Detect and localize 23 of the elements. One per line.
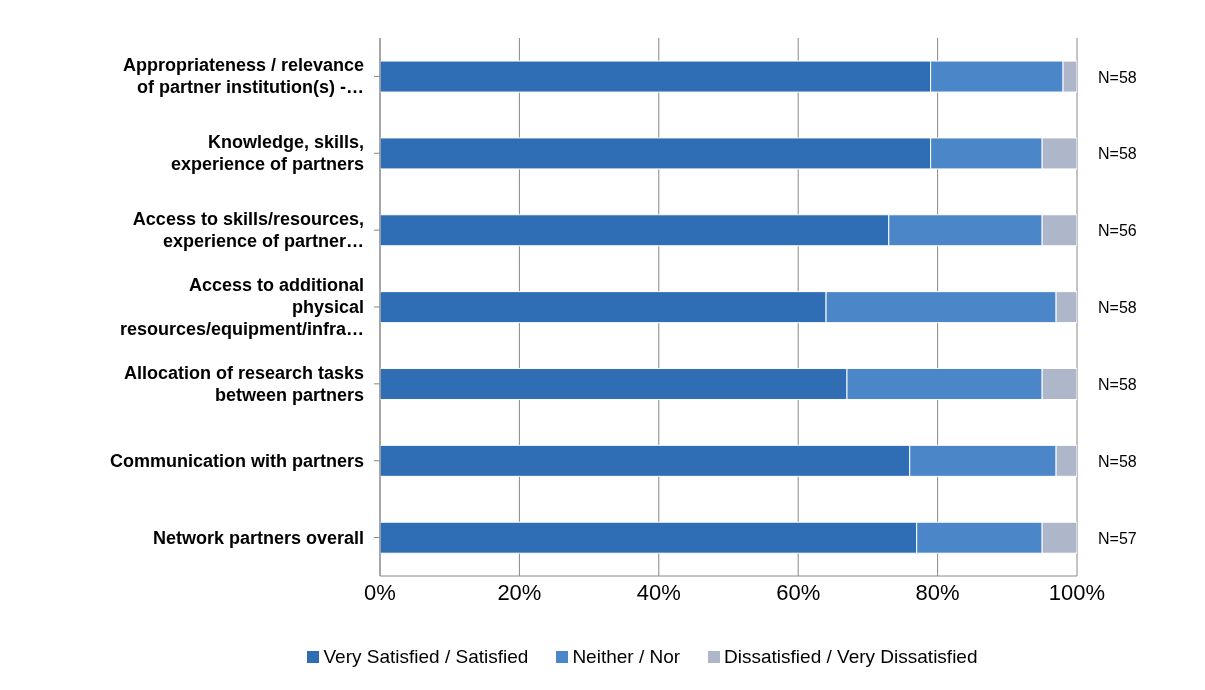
y-tick-label: Communication with partners (109, 450, 364, 471)
x-tick-label: 0% (364, 579, 396, 605)
text: N=58 (1098, 299, 1137, 317)
text: N=57 (1098, 529, 1137, 547)
x-tick-label: 60% (776, 579, 821, 605)
y-tick-label: Appropriateness / relevance of partner institution(s) -… (122, 55, 364, 98)
x-tick-label: 80% (915, 579, 960, 605)
legend-label: Neither / Nor (571, 646, 681, 668)
y-tick-label: Network partners overall (152, 527, 364, 548)
text: N=58 (1098, 452, 1137, 470)
x-tick-label: 20% (497, 579, 542, 605)
text: N=58 (1098, 375, 1137, 393)
x-tick-label: 100% (1048, 579, 1106, 605)
legend-label: Very Satisfied / Satisfied (322, 646, 529, 668)
y-tick-label: Access to additional physical resources/equipment/infra… (119, 275, 364, 339)
x-tick-label: 40% (636, 579, 681, 605)
y-tick-label: Access to skills/resources, experience of partner… (132, 209, 364, 252)
legend-label: Dissatisfied / Very Dissatisfied (723, 646, 978, 668)
y-tick-label: Knowledge, skills, experience of partners (170, 132, 364, 175)
text: N=58 (1098, 68, 1137, 86)
text: N=58 (1098, 145, 1137, 163)
text: N=56 (1098, 222, 1137, 240)
y-tick-label: Allocation of research tasks between partners (123, 362, 364, 405)
